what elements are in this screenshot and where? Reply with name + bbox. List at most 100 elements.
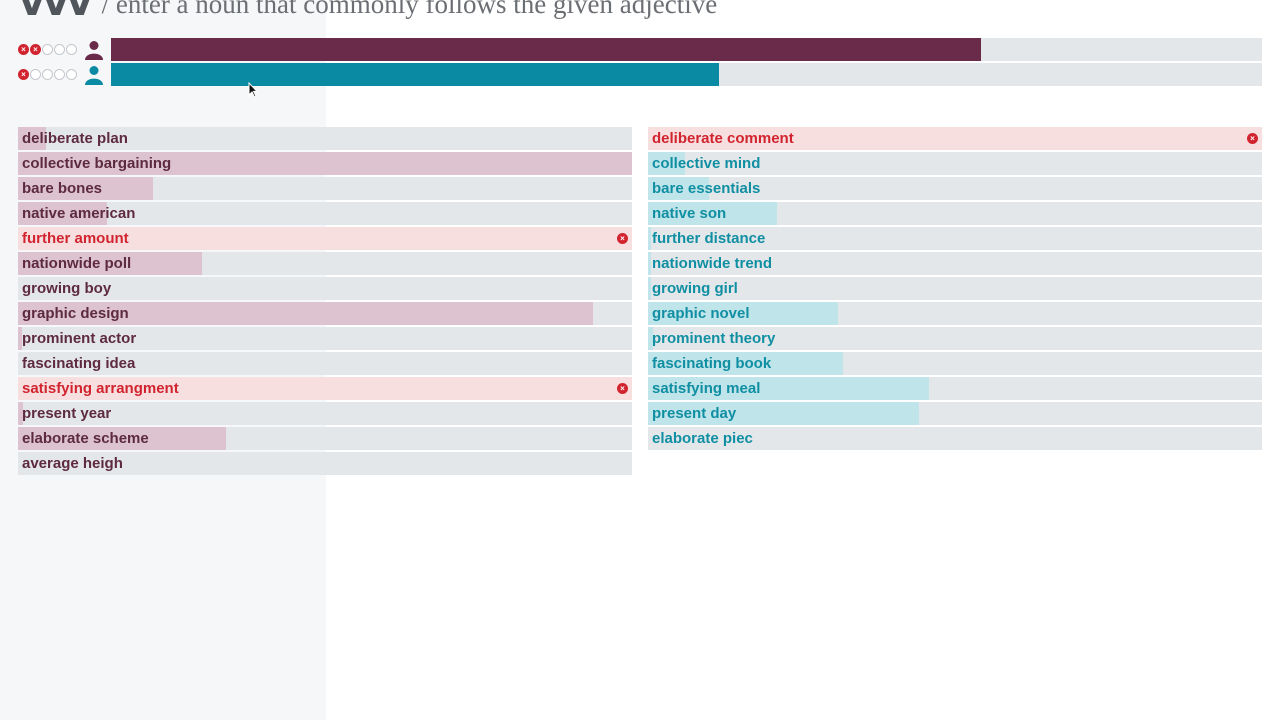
answer-score-bar bbox=[18, 427, 226, 450]
answer-score-bar bbox=[648, 302, 839, 325]
answer-text: bare bones bbox=[22, 180, 103, 197]
answer-row: nationwide trend bbox=[648, 252, 1262, 275]
answer-score-bar bbox=[18, 177, 154, 200]
player-2-score-track bbox=[111, 63, 1262, 86]
answer-score-bar bbox=[648, 402, 920, 425]
answer-text: fascinating book bbox=[652, 355, 772, 372]
life-remaining-icon bbox=[42, 44, 53, 55]
player-2-score-fill bbox=[111, 63, 719, 86]
answer-text: graphic novel bbox=[652, 305, 750, 322]
answer-text: further amount bbox=[22, 230, 129, 247]
answer-text: elaborate piec bbox=[652, 430, 753, 447]
answer-score-bar bbox=[18, 252, 203, 275]
answer-row: growing boy bbox=[18, 277, 632, 300]
answer-text: deliberate plan bbox=[22, 130, 128, 147]
answer-text: prominent theory bbox=[652, 330, 776, 347]
answer-score-bar bbox=[648, 327, 653, 350]
answer-row-wrong: satisfying arrangment × bbox=[18, 377, 632, 400]
player-2-answer-list: deliberate comment × collective mind bare e… bbox=[648, 127, 1262, 452]
answer-text: present year bbox=[22, 405, 112, 422]
life-lost-icon: × bbox=[30, 44, 41, 55]
answer-text: bare essentials bbox=[652, 180, 761, 197]
user-icon bbox=[85, 65, 103, 85]
answer-score-bar bbox=[648, 277, 652, 300]
life-remaining-icon bbox=[54, 69, 65, 80]
answer-text: collective bargaining bbox=[22, 155, 172, 172]
answer-score-bar bbox=[648, 227, 652, 250]
answer-row: nationwide poll bbox=[18, 252, 632, 275]
logo: VVV bbox=[18, 0, 94, 24]
answer-text: growing boy bbox=[22, 280, 112, 297]
answer-text: nationwide trend bbox=[652, 255, 772, 272]
answer-text: collective mind bbox=[652, 155, 761, 172]
answer-row: present year bbox=[18, 402, 632, 425]
answer-text: satisfying arrangment bbox=[22, 380, 179, 397]
answer-score-bar bbox=[18, 127, 46, 150]
answer-row: bare bones bbox=[18, 177, 632, 200]
player-1-score-fill bbox=[111, 38, 982, 61]
answer-row: collective mind bbox=[648, 152, 1262, 175]
answer-score-bar bbox=[18, 327, 22, 350]
answer-score-bar bbox=[648, 202, 777, 225]
answer-row: fascinating idea bbox=[18, 352, 632, 375]
answer-row: growing girl bbox=[648, 277, 1262, 300]
x-circle-icon: × bbox=[617, 233, 628, 244]
instruction-text: / enter a noun that commonly follows the… bbox=[101, 0, 718, 19]
life-remaining-icon bbox=[42, 69, 53, 80]
answer-row: graphic novel bbox=[648, 302, 1262, 325]
life-lost-icon: × bbox=[18, 69, 29, 80]
player-1-score-track bbox=[111, 38, 1262, 61]
player-2-row: × bbox=[18, 63, 1262, 86]
answer-text: prominent actor bbox=[22, 330, 137, 347]
answer-row: satisfying meal bbox=[648, 377, 1262, 400]
answer-text: growing girl bbox=[652, 280, 738, 297]
answer-row: bare essentials bbox=[648, 177, 1262, 200]
answer-row: further distance bbox=[648, 227, 1262, 250]
player-1-answer-list: deliberate plan collective bargaining bare… bbox=[18, 127, 632, 477]
answer-row: average heigh bbox=[18, 452, 632, 475]
answer-text: native american bbox=[22, 205, 136, 222]
answer-text: present day bbox=[652, 405, 737, 422]
answer-text: further distance bbox=[652, 230, 766, 247]
mouse-cursor-icon bbox=[248, 82, 258, 98]
answer-row: native son bbox=[648, 202, 1262, 225]
player-1-lives: × × bbox=[18, 44, 82, 55]
answer-text: elaborate scheme bbox=[22, 430, 149, 447]
answer-row-wrong: deliberate comment × bbox=[648, 127, 1262, 150]
answer-text: fascinating idea bbox=[22, 355, 136, 372]
answer-text: graphic design bbox=[22, 305, 129, 322]
answer-score-bar bbox=[18, 302, 594, 325]
answer-text: average heigh bbox=[22, 455, 123, 472]
life-remaining-icon bbox=[30, 69, 41, 80]
player-1-row: × × bbox=[18, 38, 1262, 61]
answer-row: fascinating book bbox=[648, 352, 1262, 375]
answer-row: present day bbox=[648, 402, 1262, 425]
user-icon bbox=[85, 40, 103, 60]
answer-row: deliberate plan bbox=[18, 127, 632, 150]
answer-row: prominent actor bbox=[18, 327, 632, 350]
answer-text: satisfying meal bbox=[652, 380, 761, 397]
answer-text: native son bbox=[652, 205, 727, 222]
player-2-lives: × bbox=[18, 69, 82, 80]
answer-text: nationwide poll bbox=[22, 255, 132, 272]
answer-row: elaborate scheme bbox=[18, 427, 632, 450]
life-remaining-icon bbox=[54, 44, 65, 55]
x-circle-icon: × bbox=[1247, 133, 1258, 144]
answer-score-bar bbox=[648, 152, 685, 175]
life-remaining-icon bbox=[66, 69, 77, 80]
answer-row: collective bargaining bbox=[18, 152, 632, 175]
answer-score-bar bbox=[18, 402, 23, 425]
answer-row: prominent theory bbox=[648, 327, 1262, 350]
life-remaining-icon bbox=[66, 44, 77, 55]
header: VVV / enter a noun that commonly follows… bbox=[18, 0, 717, 22]
answer-score-bar bbox=[648, 177, 710, 200]
answer-score-bar bbox=[18, 152, 632, 175]
answer-row: elaborate piec bbox=[648, 427, 1262, 450]
answer-text: deliberate comment bbox=[652, 130, 794, 147]
answer-score-bar bbox=[648, 352, 843, 375]
answer-row-wrong: further amount × bbox=[18, 227, 632, 250]
answer-row: graphic design bbox=[18, 302, 632, 325]
answer-score-bar bbox=[18, 202, 108, 225]
x-circle-icon: × bbox=[617, 383, 628, 394]
